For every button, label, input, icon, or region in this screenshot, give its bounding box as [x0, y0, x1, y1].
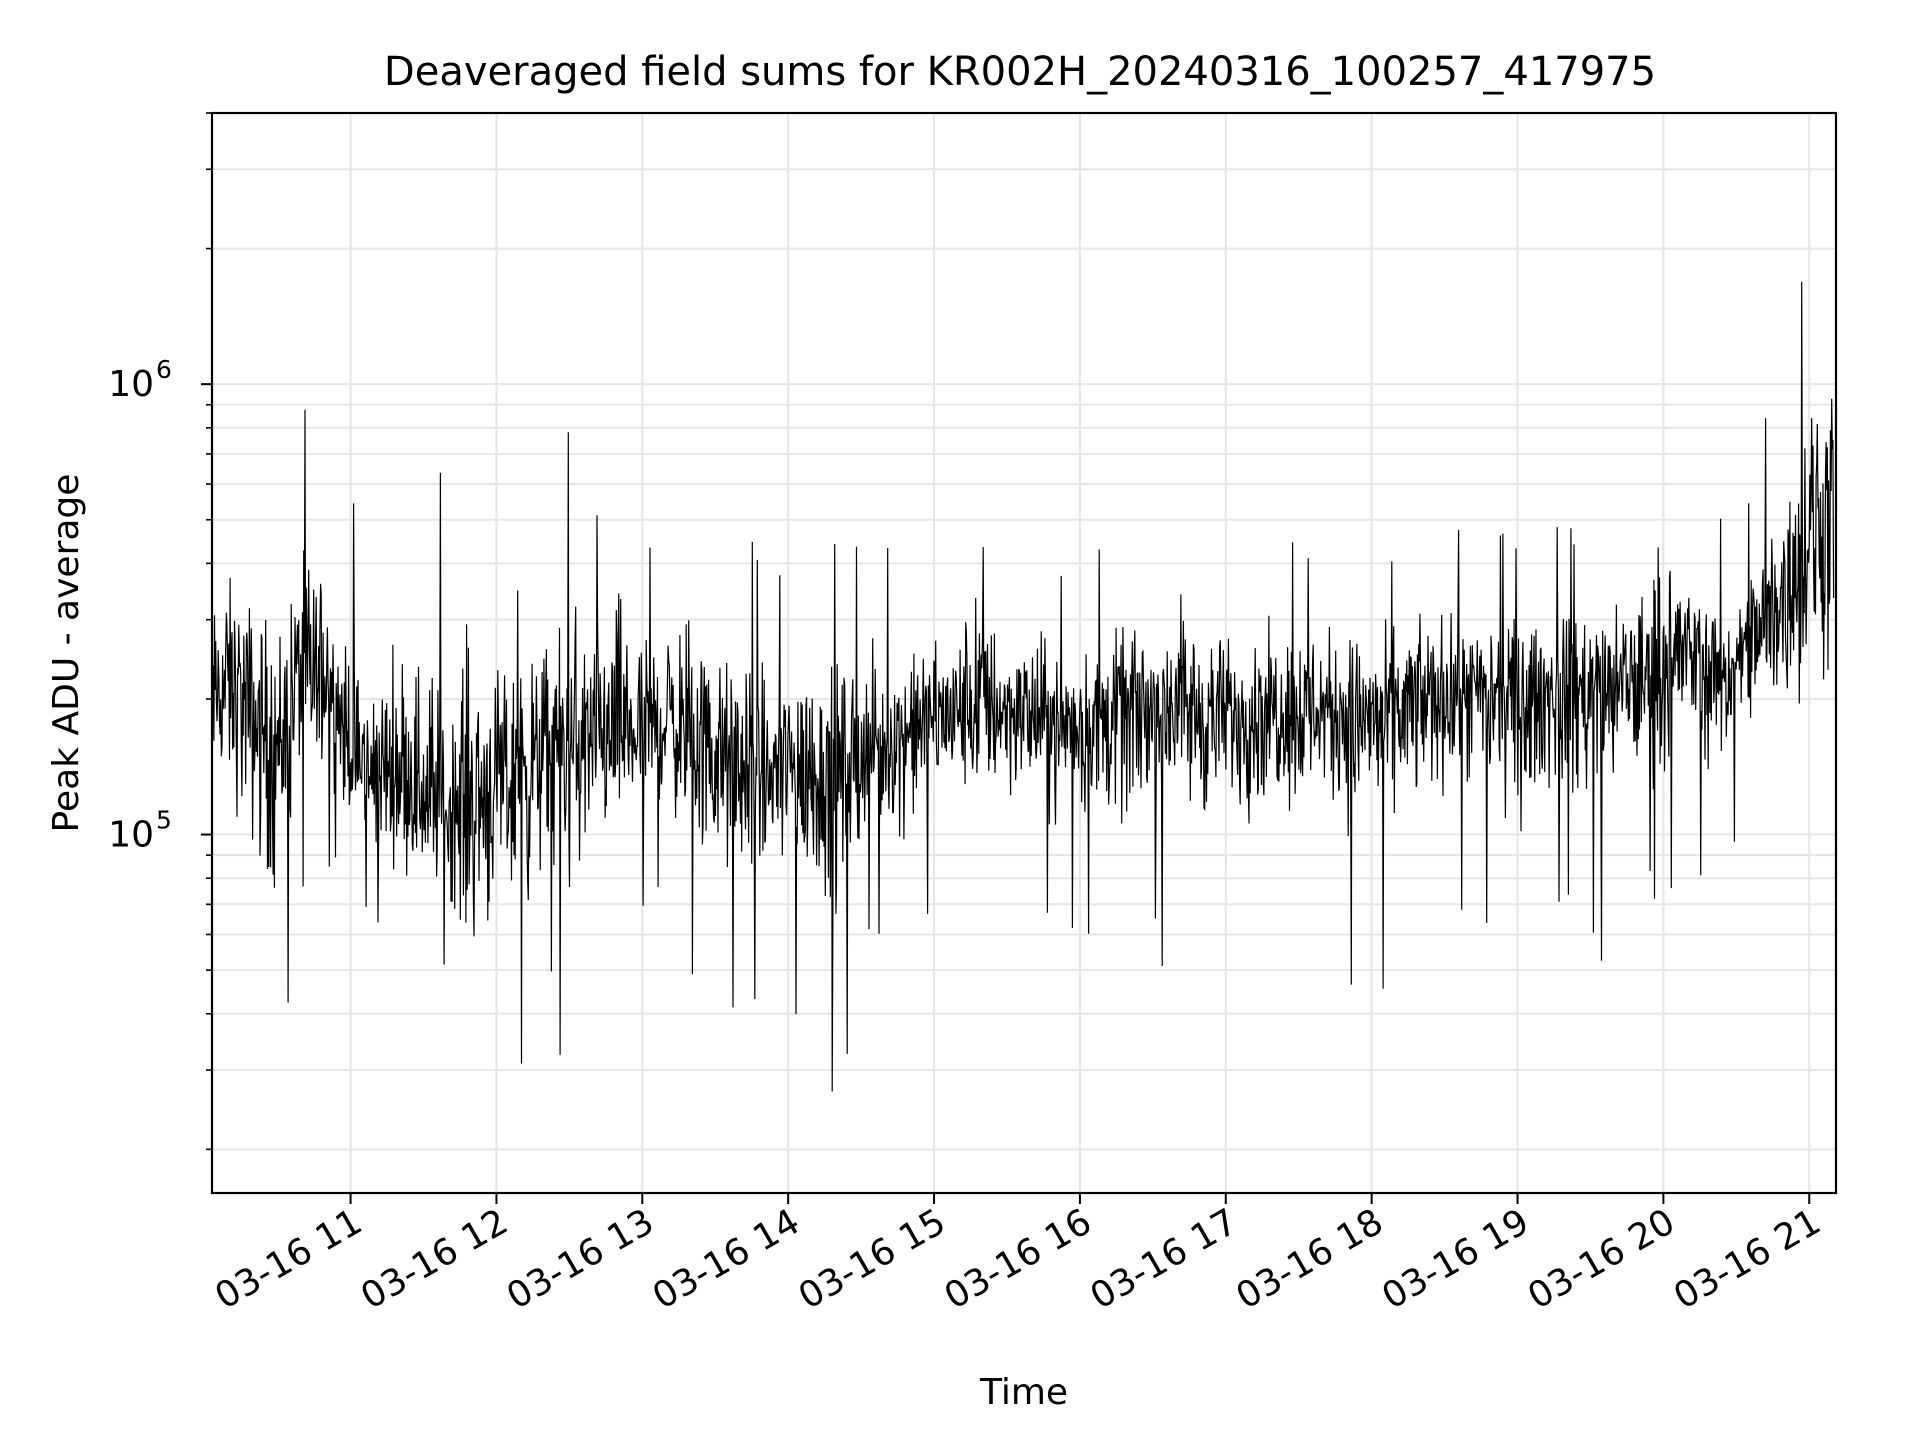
y-tick-label-exponent: 5 [156, 806, 172, 835]
plot-frame [210, 111, 1838, 1195]
y-tick-label-exponent: 6 [156, 355, 172, 384]
y-tick-label: 10 [108, 815, 154, 856]
series-line [211, 281, 1835, 1092]
series-group [211, 281, 1835, 1092]
y-axis-label: Peak ADU - average [46, 474, 87, 833]
x-axis-label: Time [979, 1372, 1068, 1413]
y-tick-label: 10 [108, 364, 154, 405]
chart-title: Deaveraged field sums for KR002H_2024031… [384, 49, 1656, 95]
